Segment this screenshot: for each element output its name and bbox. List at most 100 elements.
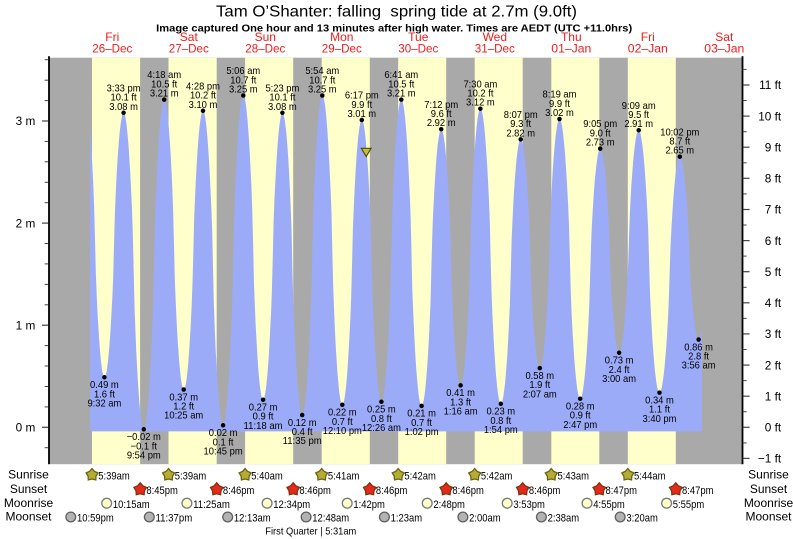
- svg-text:8 ft: 8 ft: [765, 172, 782, 186]
- svg-text:11:18 am: 11:18 am: [244, 421, 283, 432]
- svg-text:12:34pm: 12:34pm: [273, 499, 310, 511]
- svg-text:30–Dec: 30–Dec: [398, 42, 438, 56]
- svg-text:5:43am: 5:43am: [558, 470, 590, 482]
- svg-text:8:46pm: 8:46pm: [223, 485, 255, 497]
- svg-text:2:00am: 2:00am: [469, 513, 501, 525]
- svg-text:10:59pm: 10:59pm: [77, 513, 114, 525]
- svg-text:3.12 m: 3.12 m: [466, 98, 495, 109]
- svg-text:3.25 m: 3.25 m: [308, 85, 337, 96]
- svg-text:9.9 ft: 9.9 ft: [351, 100, 372, 111]
- svg-text:0 m: 0 m: [16, 421, 36, 435]
- svg-text:1:42pm: 1:42pm: [353, 499, 385, 511]
- svg-text:7 ft: 7 ft: [765, 203, 782, 217]
- svg-text:7:30 am: 7:30 am: [463, 79, 497, 90]
- svg-text:4:55pm: 4:55pm: [593, 499, 625, 511]
- svg-text:29–Dec: 29–Dec: [322, 42, 362, 56]
- svg-text:Wed: Wed: [483, 30, 507, 44]
- svg-text:1 ft: 1 ft: [765, 389, 782, 403]
- svg-text:2.91 m: 2.91 m: [624, 119, 653, 130]
- svg-text:2:38am: 2:38am: [548, 513, 580, 525]
- svg-text:Tam O’Shanter: falling spring: Tam O’Shanter: falling spring tide at 2.…: [216, 3, 577, 20]
- svg-text:Sunset: Sunset: [750, 482, 788, 496]
- svg-text:10:25 am: 10:25 am: [164, 411, 203, 422]
- svg-text:10 ft: 10 ft: [758, 109, 782, 123]
- svg-text:1:02 pm: 1:02 pm: [405, 427, 439, 438]
- svg-text:5:55pm: 5:55pm: [673, 499, 705, 511]
- svg-text:5:42am: 5:42am: [404, 470, 436, 482]
- svg-text:2.82 m: 2.82 m: [506, 128, 535, 139]
- svg-text:1.3 ft: 1.3 ft: [450, 397, 471, 408]
- svg-text:1.2 ft: 1.2 ft: [173, 402, 194, 413]
- svg-text:3:00 am: 3:00 am: [602, 374, 636, 385]
- svg-text:0.73 m: 0.73 m: [605, 356, 634, 367]
- svg-text:9.9 ft: 9.9 ft: [549, 99, 570, 110]
- svg-text:0.8 ft: 0.8 ft: [371, 414, 392, 425]
- svg-text:Fri: Fri: [105, 30, 119, 44]
- svg-text:0.25 m: 0.25 m: [367, 405, 396, 416]
- svg-text:2.8 ft: 2.8 ft: [688, 352, 709, 363]
- svg-text:0.34 m: 0.34 m: [645, 395, 674, 406]
- svg-text:Sunset: Sunset: [10, 482, 48, 496]
- svg-text:Moonrise: Moonrise: [744, 496, 793, 510]
- svg-text:9.3 ft: 9.3 ft: [510, 119, 531, 130]
- svg-text:5:44am: 5:44am: [634, 470, 666, 482]
- svg-text:3:56 am: 3:56 am: [682, 361, 716, 372]
- svg-text:−1 ft: −1 ft: [758, 452, 782, 466]
- svg-text:3 m: 3 m: [16, 114, 36, 128]
- svg-text:3 ft: 3 ft: [765, 327, 782, 341]
- svg-text:0.9 ft: 0.9 ft: [253, 412, 274, 423]
- svg-text:10.5 ft: 10.5 ft: [151, 79, 177, 90]
- svg-text:4:18 am: 4:18 am: [147, 70, 181, 81]
- svg-text:8:46pm: 8:46pm: [299, 485, 331, 497]
- svg-text:10:02 pm: 10:02 pm: [660, 127, 699, 138]
- svg-text:9.6 ft: 9.6 ft: [431, 109, 452, 120]
- svg-text:8:47pm: 8:47pm: [606, 485, 638, 497]
- svg-text:2:07 am: 2:07 am: [523, 389, 557, 400]
- svg-text:Moonrise: Moonrise: [4, 496, 54, 510]
- svg-text:9:32 am: 9:32 am: [87, 399, 121, 410]
- svg-text:12:26 am: 12:26 am: [362, 423, 401, 434]
- svg-text:10.7 ft: 10.7 ft: [230, 75, 256, 86]
- svg-text:10:15am: 10:15am: [113, 499, 150, 511]
- svg-text:5:40am: 5:40am: [251, 470, 282, 482]
- svg-text:4:28 pm: 4:28 pm: [186, 81, 220, 92]
- svg-text:0.37 m: 0.37 m: [169, 392, 198, 403]
- svg-text:3.08 m: 3.08 m: [109, 102, 138, 113]
- svg-text:3.10 m: 3.10 m: [189, 100, 218, 111]
- svg-text:−0.02 m: −0.02 m: [127, 432, 161, 443]
- svg-text:27–Dec: 27–Dec: [169, 42, 209, 56]
- svg-text:5 ft: 5 ft: [765, 265, 782, 279]
- svg-text:1:16 am: 1:16 am: [444, 407, 478, 418]
- svg-text:0.49 m: 0.49 m: [90, 380, 119, 391]
- svg-text:5:39am: 5:39am: [98, 470, 130, 482]
- svg-text:8:46pm: 8:46pm: [529, 485, 561, 497]
- svg-text:2.92 m: 2.92 m: [427, 118, 456, 129]
- svg-text:10.1 ft: 10.1 ft: [111, 93, 137, 104]
- svg-text:2:47 pm: 2:47 pm: [563, 420, 597, 431]
- svg-text:9.0 ft: 9.0 ft: [590, 128, 611, 139]
- svg-text:1 m: 1 m: [16, 318, 36, 332]
- svg-text:9:54 pm: 9:54 pm: [127, 451, 161, 462]
- svg-text:Moonset: Moonset: [5, 510, 52, 524]
- svg-text:2:48pm: 2:48pm: [433, 499, 465, 511]
- svg-text:8:47pm: 8:47pm: [682, 485, 714, 497]
- svg-text:Mon: Mon: [330, 30, 353, 44]
- svg-text:11:35 pm: 11:35 pm: [283, 436, 322, 447]
- svg-text:5:42am: 5:42am: [481, 470, 513, 482]
- svg-text:3:53pm: 3:53pm: [513, 499, 545, 511]
- svg-text:9 ft: 9 ft: [765, 140, 782, 154]
- svg-text:2.65 m: 2.65 m: [665, 146, 694, 157]
- svg-text:0.4 ft: 0.4 ft: [292, 427, 313, 438]
- svg-text:Sat: Sat: [715, 30, 734, 44]
- svg-text:0.23 m: 0.23 m: [486, 407, 515, 418]
- svg-text:0.27 m: 0.27 m: [249, 403, 278, 414]
- svg-text:0.12 m: 0.12 m: [288, 418, 317, 429]
- svg-text:9.5 ft: 9.5 ft: [628, 110, 649, 121]
- svg-text:Tue: Tue: [408, 30, 429, 44]
- svg-text:3.01 m: 3.01 m: [347, 109, 376, 120]
- svg-text:2 m: 2 m: [16, 216, 36, 230]
- svg-text:0.1 ft: 0.1 ft: [213, 437, 234, 448]
- svg-text:Sunrise: Sunrise: [748, 467, 789, 481]
- svg-text:2 ft: 2 ft: [765, 358, 782, 372]
- svg-text:3.08 m: 3.08 m: [268, 102, 297, 113]
